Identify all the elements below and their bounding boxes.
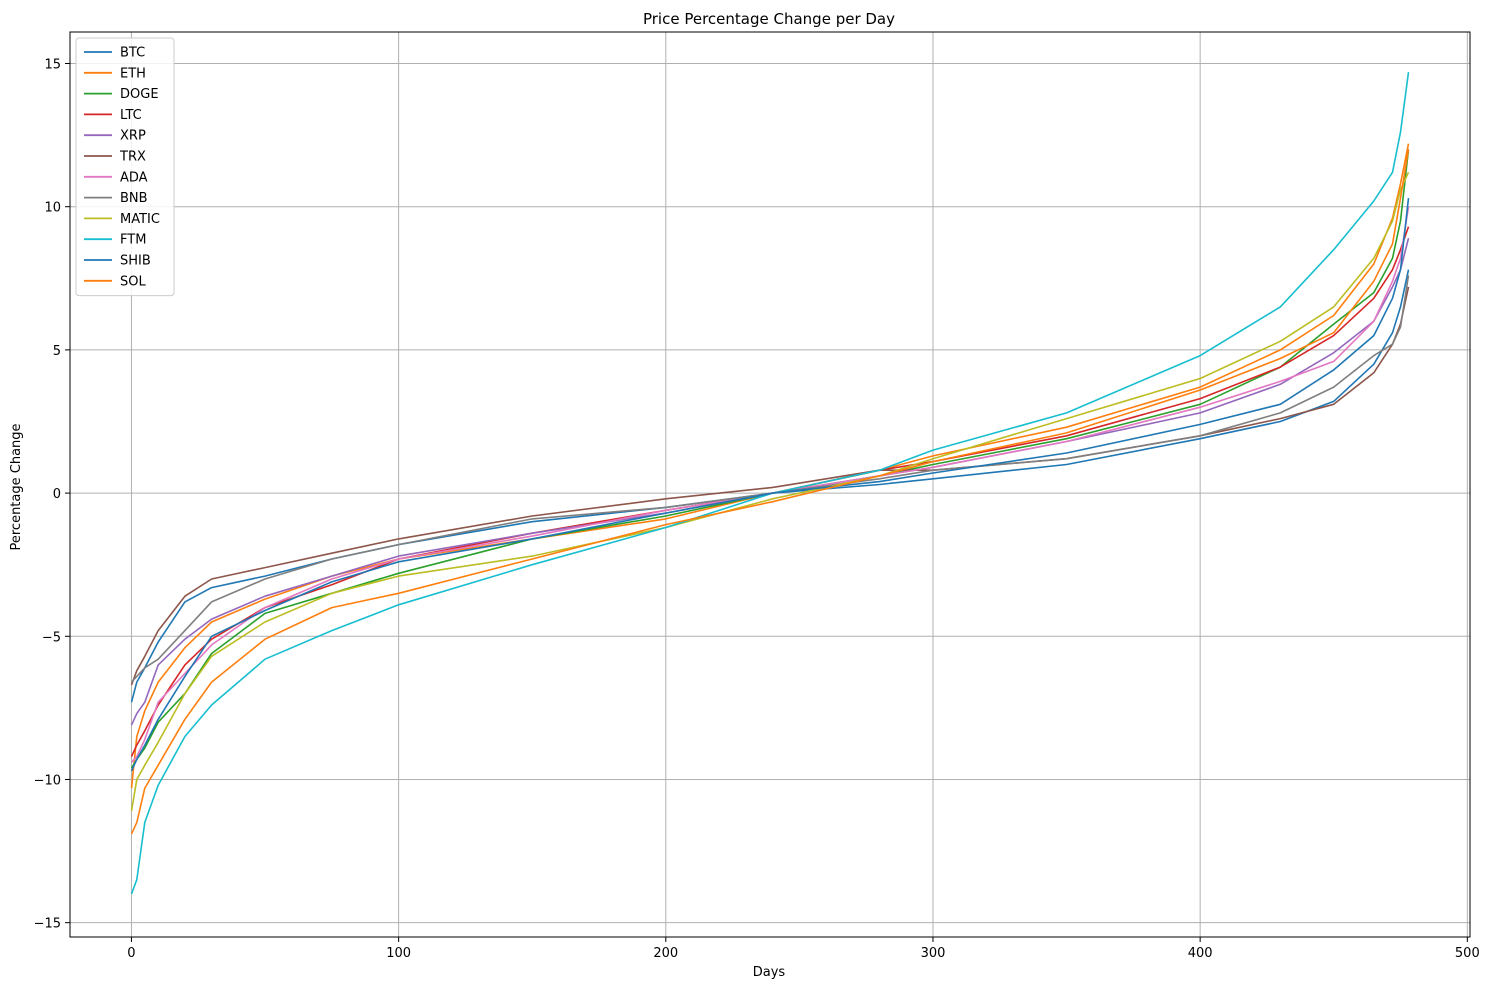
x-axis-label: Days [753,965,786,980]
chart-title: Price Percentage Change per Day [643,10,895,28]
y-tick-label: 15 [44,58,61,73]
y-tick-label: 10 [44,201,61,216]
y-tick-label: −10 [34,773,61,788]
legend-label-eth: ETH [120,66,146,81]
x-tick-label: 400 [1188,946,1213,961]
legend-label-sol: SOL [120,274,146,289]
series-line-btc [130,269,1410,703]
series-line-shib [130,198,1410,772]
x-tick-label: 0 [127,946,135,961]
y-axis-label: Percentage Change [9,423,24,550]
legend-label-bnb: BNB [120,191,148,206]
series-layer [130,71,1410,895]
legend-label-xrp: XRP [120,129,146,144]
series-line-doge [130,149,1410,769]
legend-label-ada: ADA [120,170,148,185]
series-line-sol [130,149,1410,835]
legend-label-trx: TRX [119,150,146,165]
x-axis-ticks: 0 100 200 300 400 500 [127,937,1480,961]
legend: BTC ETH DOGE LTC XRP TRX ADA BNB MATIC FTM SHIB SOL [75,37,175,297]
series-line-bnb [130,275,1410,683]
y-tick-label: −5 [42,630,61,645]
legend-label-matic: MATIC [120,212,160,227]
y-tick-label: 5 [53,344,61,359]
legend-label-ftm: FTM [120,233,146,248]
y-tick-label: −15 [34,917,61,932]
legend-box [75,37,175,297]
x-tick-label: 500 [1455,946,1480,961]
series-line-trx [130,286,1410,686]
legend-label-btc: BTC [120,46,145,61]
grid-lines [70,32,1470,937]
series-line-matic [130,171,1410,812]
x-tick-label: 200 [653,946,678,961]
x-tick-label: 300 [921,946,946,961]
series-line-xrp [130,238,1410,726]
series-line-eth [130,143,1410,789]
series-line-ada [130,206,1410,763]
plot-frame [69,31,1471,938]
y-axis-ticks: −15 −10 −5 0 5 10 15 [34,58,70,932]
x-tick-label: 100 [386,946,411,961]
series-line-ftm [130,71,1410,895]
series-line-ltc [130,226,1410,757]
y-tick-label: 0 [53,487,61,502]
legend-label-doge: DOGE [120,87,159,102]
legend-label-shib: SHIB [120,254,151,269]
legend-label-ltc: LTC [120,108,142,123]
